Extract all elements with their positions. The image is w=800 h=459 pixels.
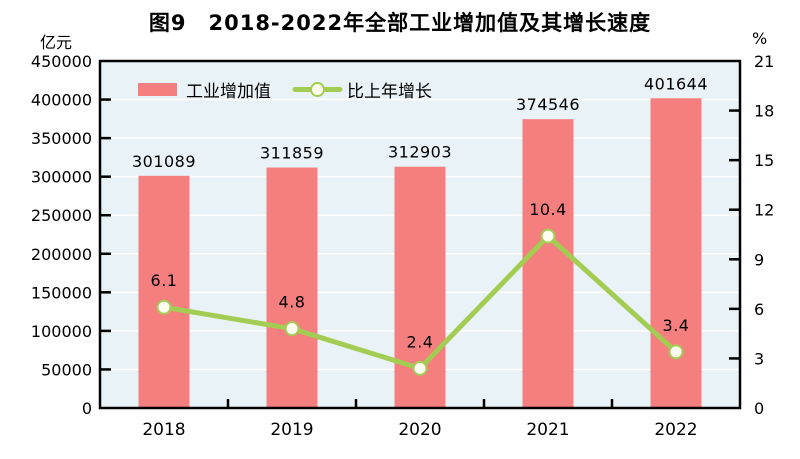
right-axis-tick-label: 9 [754,250,764,269]
legend-line-label: 比上年增长 [347,82,432,102]
right-axis-tick-label: 0 [754,399,764,418]
line-marker-2022 [668,344,684,360]
left-axis-tick-label: 300000 [31,168,92,187]
left-axis-tick-label: 50000 [41,360,92,379]
x-axis-label-2021: 2021 [526,420,569,440]
x-axis-label-2019: 2019 [270,420,313,440]
x-axis-label-2018: 2018 [142,420,185,440]
left-axis-tick-label: 100000 [31,322,92,341]
line-value-label: 3.4 [663,316,690,335]
bar-value-label: 311859 [260,144,324,163]
line-marker-2018 [156,299,172,315]
right-axis-tick-label: 3 [754,349,764,368]
plot-frame [98,59,742,410]
left-axis-tick-label: 0 [82,399,92,418]
left-axis-tick-label: 400000 [31,91,92,110]
line-value-label: 4.8 [279,293,306,312]
bar-value-label: 301089 [132,152,196,171]
line-value-label: 2.4 [407,332,434,351]
right-axis-tick-label: 12 [754,201,774,220]
bar-value-label: 312903 [388,143,452,162]
line-marker-2019 [284,321,300,337]
legend-bar-swatch [138,83,177,96]
left-axis-tick-label: 200000 [31,245,92,264]
legend-line-marker [310,82,325,97]
line-value-label: 10.4 [529,200,567,219]
left-axis-tick-label: 150000 [31,283,92,302]
left-axis-unit-label: 亿元 [40,33,73,52]
line-value-label: 6.1 [151,271,178,290]
left-axis-tick-label: 250000 [31,206,92,225]
bar-2019 [266,167,318,408]
right-axis-tick-label: 6 [754,300,764,319]
x-axis-label-2020: 2020 [398,420,441,440]
bar-2021 [522,119,574,409]
right-axis-tick-label: 15 [754,151,774,170]
bar-value-label: 401644 [644,74,708,93]
bar-value-label: 374546 [516,95,580,114]
line-marker-2021 [540,228,556,244]
left-axis-tick-label: 350000 [31,129,92,148]
right-axis-tick-label: 21 [754,52,774,71]
legend-bar-label: 工业增加值 [186,82,271,102]
x-axis-label-2022: 2022 [654,420,697,440]
right-axis-tick-label: 18 [754,102,774,121]
chart-title: 图9 2018-2022年全部工业增加值及其增长速度 [148,11,652,35]
bar-2022 [650,98,702,409]
bar-2018 [138,175,190,408]
left-axis-tick-label: 450000 [31,52,92,71]
line-marker-2020 [412,360,428,376]
right-axis-unit-label: % [752,29,768,48]
